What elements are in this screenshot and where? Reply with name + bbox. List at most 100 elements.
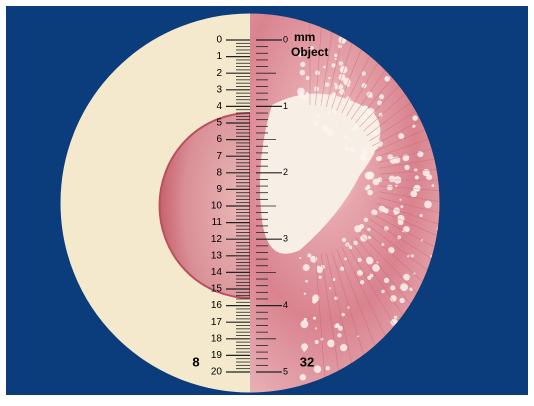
left-scale-label: 17 <box>211 317 223 328</box>
cell <box>372 130 379 136</box>
cell <box>334 57 337 61</box>
cell <box>397 214 405 223</box>
left-scale-label: 2 <box>216 68 222 79</box>
cell <box>384 75 391 82</box>
ray <box>315 13 326 106</box>
cell <box>361 147 368 155</box>
left-scale-label: 3 <box>216 84 222 95</box>
cell <box>394 211 398 215</box>
cell <box>383 277 390 283</box>
cell <box>353 153 356 156</box>
cell <box>302 96 307 100</box>
cell <box>370 95 373 99</box>
cell <box>374 145 379 150</box>
left-scale-label: 18 <box>211 333 223 344</box>
cell <box>367 227 371 232</box>
cell <box>383 226 389 231</box>
cell <box>413 272 416 275</box>
left-scale-label: 19 <box>211 350 223 361</box>
cell <box>377 177 383 183</box>
cell <box>328 76 331 80</box>
ray <box>366 223 440 298</box>
cell <box>424 200 432 209</box>
cell <box>297 51 303 57</box>
ray <box>331 251 369 371</box>
cell <box>338 84 344 90</box>
cell <box>321 124 329 132</box>
cell <box>338 73 346 81</box>
cell <box>341 312 345 317</box>
cell <box>334 53 338 58</box>
cell <box>386 184 393 191</box>
cell <box>316 115 320 119</box>
cell <box>363 217 369 222</box>
cell <box>302 348 306 352</box>
ray <box>331 13 369 109</box>
cell <box>381 243 385 247</box>
ray <box>379 191 440 212</box>
ray <box>326 13 355 108</box>
right-scale-label: 4 <box>283 300 288 310</box>
cell <box>334 82 337 86</box>
cell <box>342 237 347 242</box>
field-of-view <box>60 13 440 393</box>
cell <box>305 279 308 283</box>
left-scale-label: 9 <box>216 184 222 195</box>
cell <box>307 253 312 258</box>
cell <box>324 82 330 87</box>
right-magnification: 32 <box>300 354 314 369</box>
cell <box>340 266 345 271</box>
disc-edge <box>59 12 441 394</box>
cell <box>345 242 350 247</box>
left-scale-label: 11 <box>212 217 223 228</box>
cell <box>412 124 416 128</box>
cell <box>410 254 414 258</box>
cell <box>359 280 365 285</box>
left-scale-label: 0 <box>216 35 222 46</box>
cell <box>301 343 308 351</box>
right-scale-label: 2 <box>283 167 288 177</box>
ray <box>377 197 440 227</box>
left-scale-label: 5 <box>216 118 222 129</box>
right-scale-label: 1 <box>283 101 288 111</box>
ray <box>320 13 341 106</box>
cell <box>299 374 307 381</box>
cell <box>364 171 373 180</box>
cell <box>305 92 310 96</box>
cell <box>312 294 320 302</box>
cell <box>323 65 326 69</box>
cell <box>313 120 319 126</box>
cell <box>367 184 370 188</box>
cell <box>426 174 433 181</box>
left-tissue <box>158 111 251 300</box>
cell <box>331 63 336 68</box>
cell <box>419 214 423 218</box>
cell <box>326 129 334 137</box>
cell <box>367 235 372 240</box>
cell <box>312 316 317 320</box>
cell <box>357 269 363 276</box>
left-magnification: 8 <box>192 354 199 369</box>
cell <box>332 109 337 114</box>
right-scale-label: 3 <box>283 234 288 244</box>
cell <box>371 209 378 216</box>
right-scale-label: 5 <box>283 366 288 376</box>
cell <box>381 289 385 294</box>
cell <box>325 365 330 371</box>
left-scale-label: 14 <box>211 267 223 278</box>
left-scale-label: 12 <box>211 234 223 245</box>
cell <box>337 325 343 331</box>
ray <box>376 202 440 243</box>
cell <box>327 339 335 348</box>
cell <box>344 135 349 140</box>
left-scale-label: 16 <box>211 300 223 311</box>
cell <box>309 45 314 50</box>
cell <box>402 273 410 281</box>
ray <box>320 254 341 378</box>
cell <box>387 154 394 160</box>
cell <box>361 71 366 76</box>
cell <box>354 225 362 233</box>
